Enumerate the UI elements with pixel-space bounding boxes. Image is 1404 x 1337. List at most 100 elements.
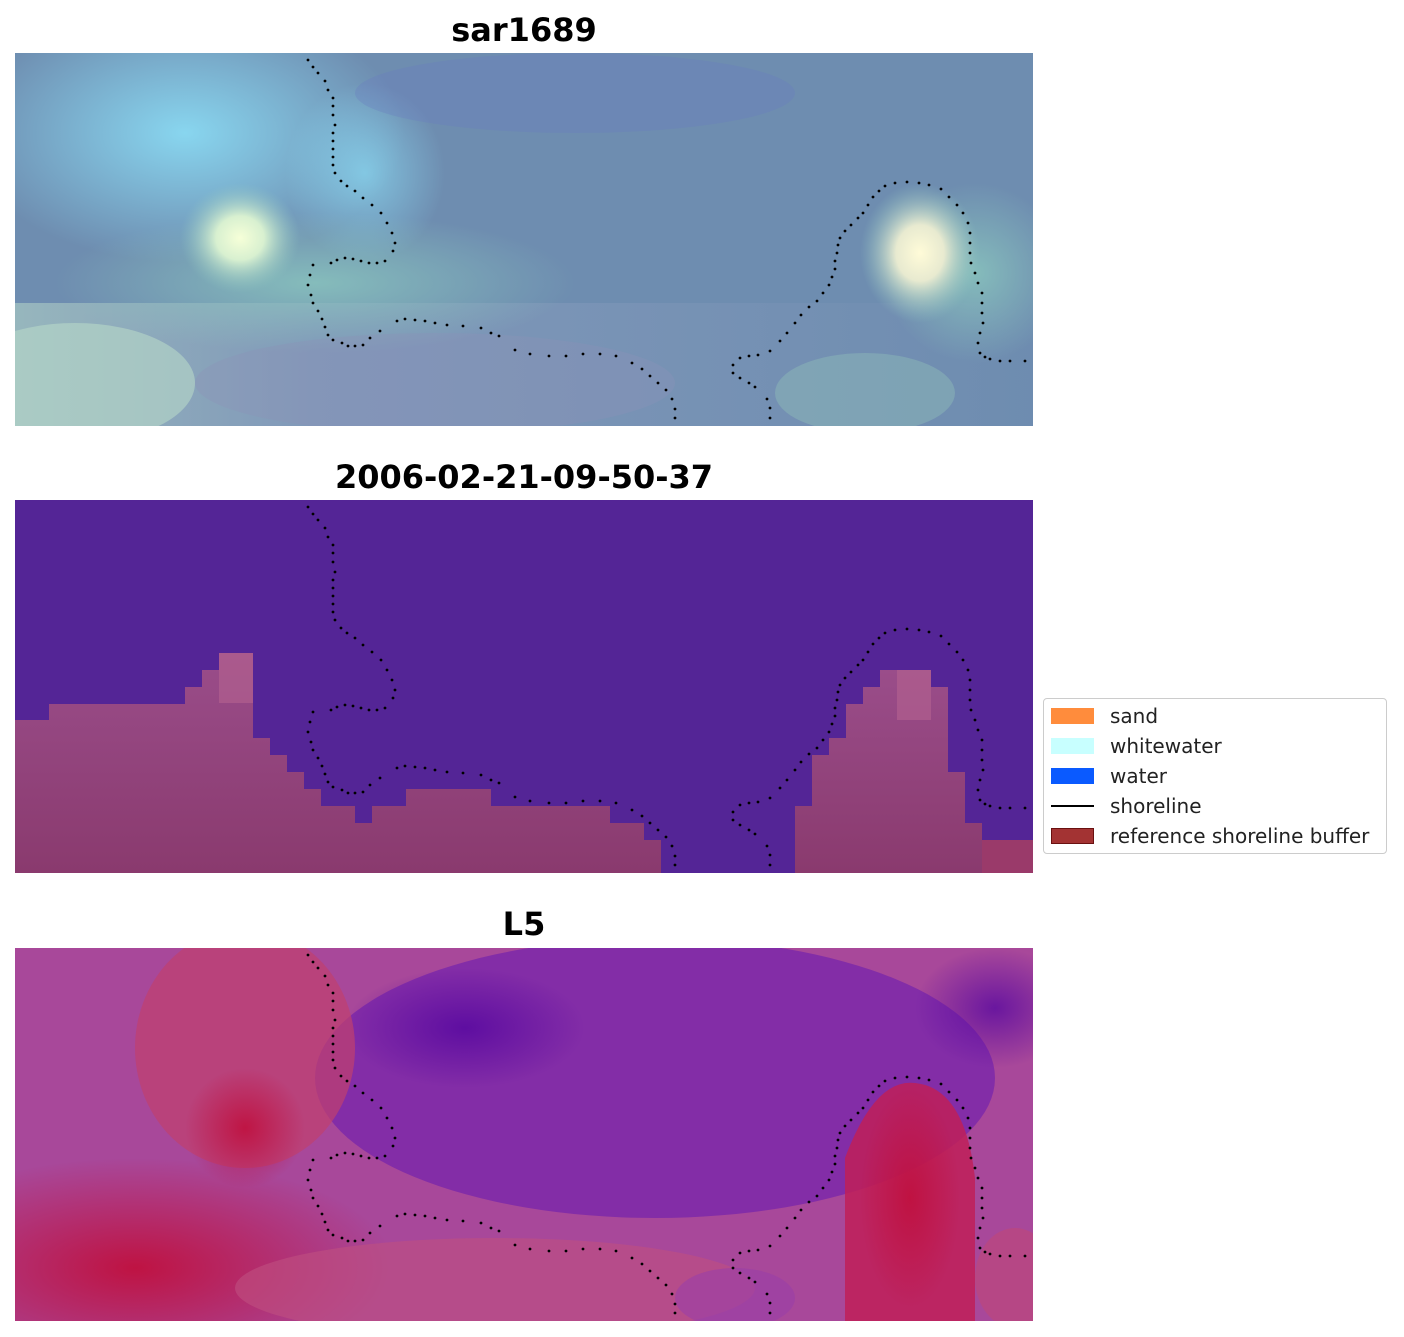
- shoreline-point: [311, 1158, 315, 1162]
- shoreline-swatch: [1051, 805, 1094, 807]
- shoreline-point: [343, 256, 347, 260]
- shoreline-point: [976, 788, 980, 792]
- shoreline-point: [353, 344, 357, 348]
- index-panel: [15, 948, 1033, 1321]
- shoreline-point: [871, 195, 875, 199]
- shoreline-point: [756, 800, 760, 804]
- shoreline-point: [877, 189, 881, 193]
- shoreline-point: [670, 844, 674, 848]
- shoreline-point: [836, 243, 840, 247]
- shoreline-point: [978, 1226, 982, 1230]
- shoreline-point: [988, 1252, 992, 1256]
- shoreline-point: [326, 780, 330, 784]
- shoreline-point: [673, 407, 677, 411]
- shoreline-point: [340, 788, 344, 792]
- shoreline-point: [1008, 1254, 1012, 1258]
- shoreline-point: [871, 642, 875, 646]
- shoreline-point: [320, 317, 324, 321]
- shoreline-point: [981, 1216, 985, 1220]
- shoreline-point: [311, 960, 315, 964]
- shoreline-point: [768, 1244, 772, 1248]
- shoreline-point: [871, 1090, 875, 1094]
- shoreline-point: [799, 313, 803, 317]
- shoreline-point: [968, 698, 972, 702]
- shoreline-point: [528, 1247, 532, 1251]
- shoreline-point: [905, 180, 909, 184]
- panel-title-classification: 2006-02-21-09-50-37: [334, 458, 714, 496]
- shoreline-point: [316, 518, 320, 522]
- shoreline-point: [939, 634, 943, 638]
- shoreline-point: [329, 708, 333, 712]
- shoreline-point: [738, 823, 742, 827]
- shoreline-point: [395, 1214, 399, 1218]
- shoreline-point: [395, 319, 399, 323]
- shoreline-point: [664, 835, 668, 839]
- shoreline-point: [361, 1238, 365, 1242]
- shoreline-point: [343, 703, 347, 707]
- shoreline-point: [331, 139, 335, 143]
- shoreline-point: [331, 785, 335, 789]
- legend-item-whitewater: whitewater: [1051, 734, 1222, 758]
- shoreline-point: [976, 728, 980, 732]
- shoreline-point: [335, 258, 339, 262]
- shoreline-point: [955, 650, 959, 654]
- shoreline-point: [836, 1138, 840, 1142]
- shoreline-point: [768, 853, 772, 857]
- shoreline-point: [983, 355, 987, 359]
- shoreline-point: [497, 1229, 501, 1233]
- shoreline-point: [368, 336, 372, 340]
- shoreline-point: [346, 1239, 350, 1243]
- legend-label: sand: [1110, 704, 1159, 728]
- shoreline-point: [326, 88, 330, 92]
- shoreline-point: [978, 778, 982, 782]
- shoreline-point: [479, 1221, 483, 1225]
- shoreline-point: [731, 818, 735, 822]
- shoreline-point: [768, 863, 772, 867]
- shoreline-point: [827, 1178, 831, 1182]
- shoreline-point: [976, 281, 980, 285]
- shoreline-point: [640, 367, 644, 371]
- shoreline-point: [731, 810, 735, 814]
- shoreline-point: [768, 1301, 772, 1305]
- shoreline-point: [883, 631, 887, 635]
- shoreline-point: [513, 1243, 517, 1247]
- shoreline-point: [423, 319, 427, 323]
- shoreline-point: [379, 658, 383, 662]
- shoreline-point: [326, 535, 330, 539]
- shoreline-point: [778, 1234, 782, 1238]
- shoreline-point: [308, 273, 312, 277]
- shoreline-point: [947, 195, 951, 199]
- shoreline-point: [353, 636, 357, 640]
- shoreline-point: [528, 799, 532, 803]
- shoreline-point: [433, 768, 437, 772]
- shoreline-point: [361, 1091, 365, 1095]
- shoreline-point: [731, 363, 735, 367]
- shoreline-point: [980, 748, 984, 752]
- shoreline-point: [980, 1196, 984, 1200]
- shoreline-point: [331, 338, 335, 342]
- shoreline-point: [331, 113, 335, 117]
- shoreline-point: [980, 301, 984, 305]
- shoreline-point: [738, 803, 742, 807]
- shoreline-point: [423, 766, 427, 770]
- shoreline-point: [323, 772, 327, 776]
- shoreline-point: [353, 1084, 357, 1088]
- shoreline-point: [368, 1231, 372, 1235]
- shoreline-point: [731, 1266, 735, 1270]
- shoreline-point: [323, 974, 327, 978]
- shoreline-point: [893, 628, 897, 632]
- shoreline-point: [391, 249, 395, 253]
- shoreline-point: [306, 730, 310, 734]
- shoreline-point: [395, 766, 399, 770]
- shoreline-point: [833, 706, 837, 710]
- shoreline-point: [581, 352, 585, 356]
- shoreline-point: [731, 1258, 735, 1262]
- shoreline-point: [333, 1018, 337, 1022]
- shoreline-point: [489, 331, 493, 335]
- shoreline-point: [433, 1216, 437, 1220]
- shoreline-point: [383, 1154, 387, 1158]
- shoreline-point: [528, 352, 532, 356]
- shoreline-point: [547, 354, 551, 358]
- shoreline-point: [311, 65, 315, 69]
- panel-title-rgb: sar1689: [451, 11, 597, 49]
